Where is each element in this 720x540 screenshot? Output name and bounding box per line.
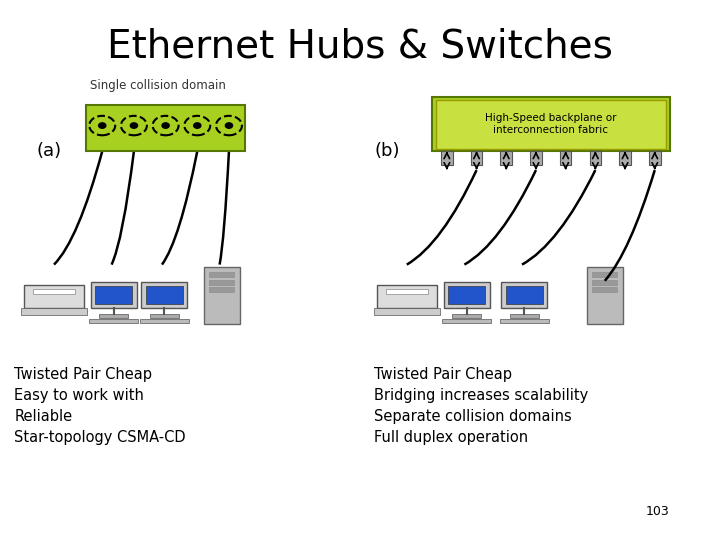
FancyBboxPatch shape (204, 267, 240, 324)
Circle shape (194, 123, 201, 128)
FancyBboxPatch shape (24, 285, 84, 308)
Text: High-Speed backplane or
interconnection fabric: High-Speed backplane or interconnection … (485, 113, 616, 135)
FancyBboxPatch shape (505, 286, 543, 304)
FancyBboxPatch shape (587, 267, 623, 324)
FancyBboxPatch shape (452, 314, 481, 318)
FancyBboxPatch shape (145, 286, 183, 304)
FancyBboxPatch shape (500, 151, 512, 165)
Text: 103: 103 (646, 505, 670, 518)
FancyBboxPatch shape (210, 287, 234, 292)
FancyBboxPatch shape (33, 288, 75, 294)
FancyBboxPatch shape (436, 100, 666, 149)
FancyBboxPatch shape (593, 280, 617, 285)
FancyBboxPatch shape (140, 319, 189, 323)
FancyBboxPatch shape (649, 151, 660, 165)
FancyBboxPatch shape (89, 319, 138, 323)
FancyBboxPatch shape (374, 308, 440, 315)
FancyBboxPatch shape (95, 286, 132, 304)
FancyBboxPatch shape (91, 282, 137, 308)
FancyBboxPatch shape (444, 282, 490, 308)
FancyBboxPatch shape (441, 151, 453, 165)
FancyBboxPatch shape (501, 282, 547, 308)
Text: Twisted Pair Cheap
Easy to work with
Reliable
Star-topology CSMA-CD: Twisted Pair Cheap Easy to work with Rel… (14, 367, 186, 445)
FancyBboxPatch shape (86, 105, 245, 151)
FancyBboxPatch shape (377, 285, 437, 308)
Text: Twisted Pair Cheap
Bridging increases scalability
Separate collision domains
Ful: Twisted Pair Cheap Bridging increases sc… (374, 367, 589, 445)
Text: Ethernet Hubs & Switches: Ethernet Hubs & Switches (107, 27, 613, 65)
Circle shape (99, 123, 106, 128)
FancyBboxPatch shape (150, 314, 179, 318)
FancyBboxPatch shape (593, 272, 617, 278)
FancyBboxPatch shape (530, 151, 541, 165)
FancyBboxPatch shape (471, 151, 482, 165)
Circle shape (225, 123, 233, 128)
FancyBboxPatch shape (432, 97, 670, 151)
FancyBboxPatch shape (619, 151, 631, 165)
FancyBboxPatch shape (21, 308, 87, 315)
FancyBboxPatch shape (99, 314, 128, 318)
FancyBboxPatch shape (442, 319, 491, 323)
FancyBboxPatch shape (560, 151, 572, 165)
FancyBboxPatch shape (210, 280, 234, 285)
FancyBboxPatch shape (448, 286, 485, 304)
Text: Single collision domain: Single collision domain (91, 79, 226, 92)
FancyBboxPatch shape (141, 282, 187, 308)
FancyBboxPatch shape (386, 288, 428, 294)
FancyBboxPatch shape (510, 314, 539, 318)
FancyBboxPatch shape (590, 151, 601, 165)
Text: (a): (a) (36, 142, 61, 160)
Circle shape (130, 123, 138, 128)
Circle shape (162, 123, 169, 128)
FancyBboxPatch shape (500, 319, 549, 323)
Text: (b): (b) (374, 142, 400, 160)
FancyBboxPatch shape (593, 287, 617, 292)
FancyBboxPatch shape (210, 272, 234, 278)
